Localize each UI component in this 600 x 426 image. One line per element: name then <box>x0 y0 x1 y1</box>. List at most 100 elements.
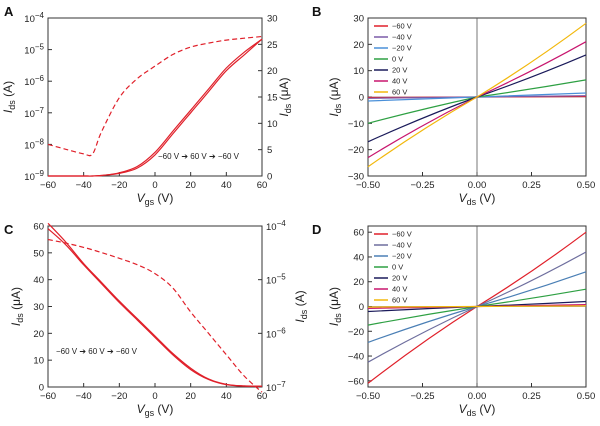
right-tick-label: 10 <box>267 119 278 130</box>
x-tick-label: 0.25 <box>522 180 541 191</box>
panel-a: A−60 −40 −20 0 20 40 6010−910−810−710−610−510−… <box>1 4 293 207</box>
panel-label: C <box>4 222 14 237</box>
right-tick-label: 0 <box>267 172 272 183</box>
series-line-7 <box>367 305 587 308</box>
y-tick-label: −30 <box>348 172 364 183</box>
plot-frame <box>47 225 263 388</box>
y-axis-label: Ids (μA) <box>327 77 343 116</box>
x-tick-label: −40 <box>76 391 92 402</box>
right-tick-label: 10−5 <box>266 273 286 287</box>
x-tick-label: 60 <box>257 180 268 191</box>
x-tick-label: −60 <box>40 180 56 191</box>
x-tick-label: 0.50 <box>577 391 596 402</box>
legend-label: 0 V <box>392 55 403 64</box>
right-axis-label: Ids (A) <box>293 290 309 322</box>
x-tick-label: 0 <box>152 180 157 191</box>
legend-label: 60 V <box>392 88 407 97</box>
legend-label: −40 V <box>392 241 412 250</box>
y-tick-label: −40 <box>348 352 364 363</box>
legend-label: 20 V <box>392 274 407 283</box>
x-axis-label: Vds (V) <box>459 191 496 207</box>
y-axis-label: Ids (μA) <box>327 287 343 326</box>
series-line-3 <box>47 38 263 177</box>
y-tick-label: −20 <box>348 327 364 338</box>
x-tick-label: −0.50 <box>356 180 380 191</box>
right-tick-label: 10−6 <box>266 326 286 340</box>
panel-c: C−60 −40 −20 0 20 40 60010203040506010−710−610… <box>4 219 309 418</box>
y-tick-label: 20 <box>353 277 364 288</box>
y-tick-label: 20 <box>353 40 364 51</box>
y-tick-label: −20 <box>348 145 364 156</box>
left-tick-label: 60 <box>33 222 44 233</box>
left-tick-label: 10 <box>33 356 44 367</box>
y-tick-label: 60 <box>353 228 364 239</box>
sweep-annotation: −60 V ➔ 60 V ➔ −60 V <box>56 347 138 356</box>
x-axis-label: Vgs (V) <box>137 191 174 207</box>
legend-label: −60 V <box>392 22 412 31</box>
panel-d: D −0.50 −0.25 0.00 0.25 0.50 −60 −40 −20 0 20 40 60 −… <box>312 222 595 418</box>
x-tick-label: 40 <box>221 391 232 402</box>
left-tick-label: 10−7 <box>24 106 44 120</box>
x-tick-label: 0.00 <box>468 180 487 191</box>
legend-label: −20 V <box>392 44 412 53</box>
series-line-7 <box>367 22 587 168</box>
y-tick-label: −10 <box>348 119 364 130</box>
legend-label: 20 V <box>392 66 407 75</box>
panel-label: B <box>312 4 321 19</box>
left-tick-label: 30 <box>33 302 44 313</box>
legend-label: 40 V <box>392 285 407 294</box>
y-tick-label: 10 <box>353 66 364 77</box>
sweep-annotation: −60 V ➔ 60 V ➔ −60 V <box>158 152 240 161</box>
right-tick-label: 10−4 <box>266 219 286 233</box>
right-tick-label: 5 <box>267 145 272 156</box>
y-tick-label: 30 <box>353 14 364 25</box>
right-tick-label: 15 <box>267 93 278 104</box>
right-tick-label: 25 <box>267 40 278 51</box>
panel-b: B −0.50 −0.25 0.00 0.25 0.50 −30 −20 −10 0 10 20 30 −… <box>312 4 595 207</box>
right-axis-label: Ids (μA) <box>277 77 293 116</box>
y-tick-label: 40 <box>353 252 364 263</box>
right-tick-label: 20 <box>267 66 278 77</box>
left-tick-label: 40 <box>33 275 44 286</box>
x-axis-label: Vds (V) <box>459 402 496 418</box>
left-tick-label: 10−9 <box>24 169 44 183</box>
x-tick-label: −0.50 <box>356 391 380 402</box>
x-tick-label: −40 <box>76 180 92 191</box>
legend-label: 60 V <box>392 296 407 305</box>
x-tick-label: 0.25 <box>522 391 541 402</box>
x-tick-label: 40 <box>221 180 232 191</box>
x-tick-label: −20 <box>111 391 127 402</box>
left-tick-label: 10−8 <box>24 137 44 151</box>
x-tick-label: 0.00 <box>468 391 487 402</box>
y-tick-label: −60 <box>348 376 364 387</box>
x-tick-label: 60 <box>257 391 268 402</box>
legend-label: −60 V <box>392 230 412 239</box>
left-tick-label: 10−5 <box>24 43 44 57</box>
series-line-2 <box>47 228 263 387</box>
x-tick-label: 0 <box>152 391 157 402</box>
legend-label: −40 V <box>392 33 412 42</box>
x-tick-label: −0.25 <box>410 180 434 191</box>
series-line-1 <box>47 35 263 157</box>
legend-label: −20 V <box>392 252 412 261</box>
x-tick-label: −0.25 <box>410 391 434 402</box>
panel-label: A <box>4 4 14 19</box>
right-tick-label: 10−7 <box>266 380 286 394</box>
series-line-3 <box>47 238 263 393</box>
legend-label: 40 V <box>392 77 407 86</box>
left-tick-label: 0 <box>39 383 44 394</box>
y-tick-label: 0 <box>359 302 364 313</box>
x-axis-label: Vgs (V) <box>137 402 174 418</box>
left-axis-label: Ids (A) <box>1 81 17 113</box>
x-tick-label: −60 <box>40 391 56 402</box>
left-tick-label: 50 <box>33 248 44 259</box>
x-tick-label: −20 <box>111 180 127 191</box>
y-tick-label: 0 <box>359 93 364 104</box>
x-tick-label: 20 <box>185 391 196 402</box>
legend-label: 0 V <box>392 263 403 272</box>
left-axis-label: Ids (μA) <box>9 287 25 326</box>
left-tick-label: 10−4 <box>24 11 44 25</box>
left-tick-label: 10−6 <box>24 74 44 88</box>
right-tick-label: 30 <box>267 14 278 25</box>
